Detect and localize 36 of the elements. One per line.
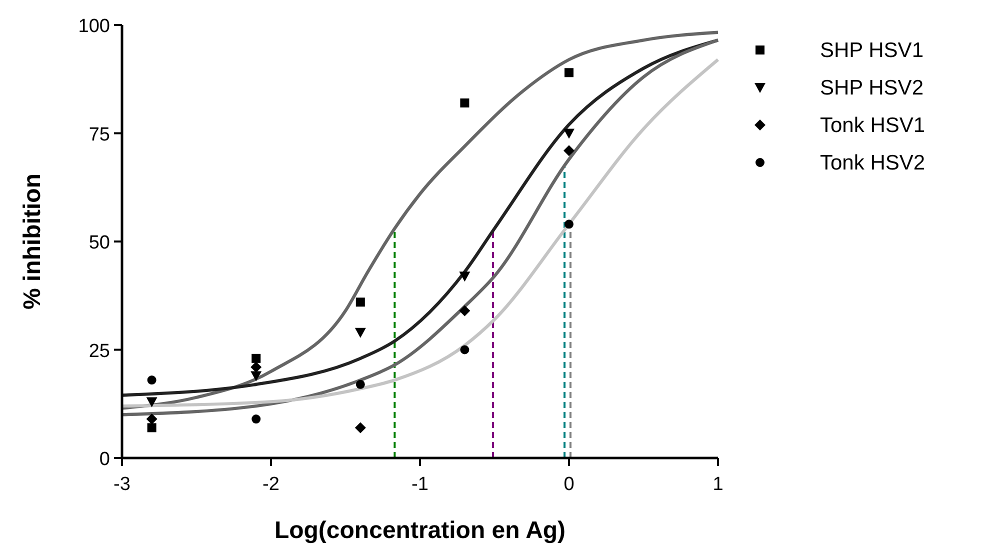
point xyxy=(252,354,261,363)
x-tick-label: 1 xyxy=(712,474,724,495)
point xyxy=(459,272,470,282)
point xyxy=(564,145,574,156)
x-tick-label: -3 xyxy=(114,474,130,495)
point xyxy=(146,414,158,425)
point xyxy=(459,305,470,316)
point xyxy=(147,423,156,432)
point xyxy=(250,362,262,373)
x-tick-label: 0 xyxy=(564,474,574,495)
y-tick-label: 0 xyxy=(99,449,110,470)
y-tick-label: 100 xyxy=(78,16,110,37)
y-tick-label: 75 xyxy=(88,124,110,146)
point xyxy=(460,98,470,108)
point xyxy=(354,328,366,338)
point xyxy=(147,376,156,385)
point xyxy=(356,380,365,389)
point xyxy=(564,128,574,139)
y-tick-label: 25 xyxy=(88,340,110,362)
y-tick-label: 50 xyxy=(88,232,110,254)
x-axis-title: Log(concentration en Ag) xyxy=(274,517,566,544)
point xyxy=(354,422,366,434)
y-axis-title: % inhibition xyxy=(19,174,46,310)
x-tick-label: -1 xyxy=(412,474,428,495)
point xyxy=(356,298,365,307)
point xyxy=(564,220,574,229)
x-tick-label: -2 xyxy=(262,474,280,495)
text: Tonk HSV2 xyxy=(820,152,926,174)
point xyxy=(250,371,262,382)
point xyxy=(460,345,470,354)
text: SHP HSV1 xyxy=(820,39,924,62)
text: Tonk HSV1 xyxy=(820,114,926,137)
text: SHP HSV2 xyxy=(820,76,924,100)
point xyxy=(252,414,261,424)
point xyxy=(146,397,158,408)
point xyxy=(564,68,574,78)
